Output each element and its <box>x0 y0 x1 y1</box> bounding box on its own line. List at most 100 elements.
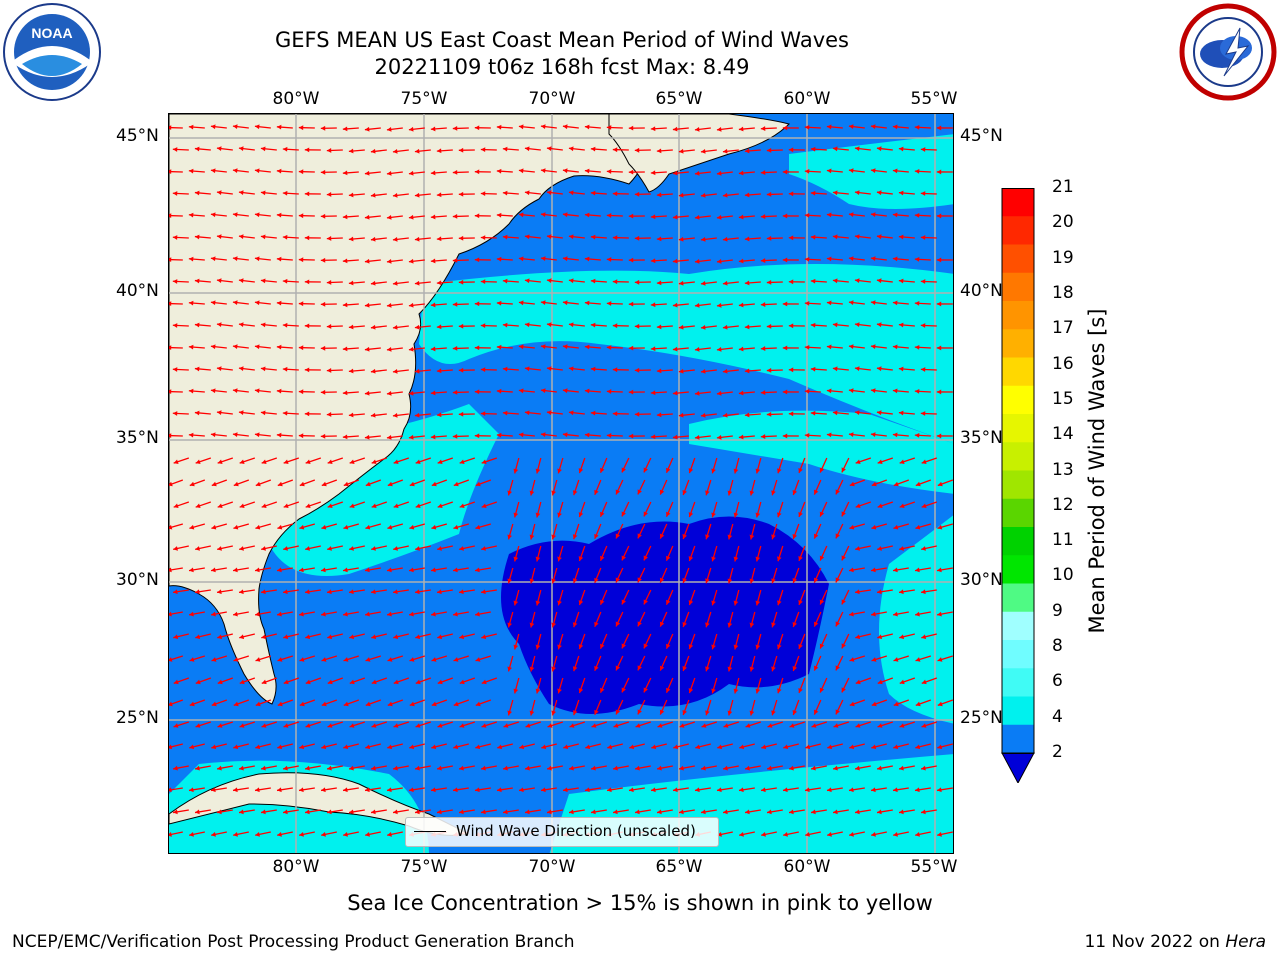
wind-arrow <box>276 124 293 130</box>
wind-arrow <box>496 124 513 130</box>
wind-arrow <box>393 677 410 685</box>
wind-arrow <box>304 235 321 241</box>
wind-arrow <box>320 567 337 573</box>
wind-arrow <box>788 147 805 153</box>
wind-arrow <box>535 545 542 562</box>
wind-arrow <box>217 633 233 640</box>
wind-arrow <box>760 434 777 439</box>
wind-arrow <box>629 743 645 750</box>
wind-arrow <box>217 721 234 728</box>
wind-arrow <box>524 366 541 372</box>
wind-arrow <box>540 300 557 305</box>
wind-arrow <box>798 677 806 694</box>
wind-arrow <box>327 545 343 551</box>
wind-arrow <box>694 787 711 793</box>
wind-arrow <box>672 434 689 440</box>
wind-arrow <box>590 190 607 196</box>
wind-arrow <box>590 146 607 152</box>
wind-arrow <box>408 346 425 352</box>
wind-arrow <box>519 743 535 750</box>
wind-arrow <box>364 170 381 176</box>
wind-arrow <box>276 168 293 174</box>
wind-arrow <box>688 589 696 606</box>
wind-arrow <box>744 412 761 418</box>
wind-arrow <box>305 545 321 551</box>
wind-arrow <box>590 234 607 240</box>
wind-arrow <box>849 655 866 662</box>
wind-arrow <box>255 655 272 662</box>
wind-arrow <box>628 433 645 439</box>
colorbar-tick-label: 20 <box>1052 212 1074 233</box>
wind-arrow <box>804 787 821 793</box>
wind-arrow <box>562 256 579 262</box>
wind-arrow <box>188 300 205 306</box>
wind-arrow <box>282 322 299 328</box>
wind-arrow <box>635 721 652 728</box>
wind-arrow <box>386 787 403 793</box>
colorbar-swatch <box>1002 329 1034 358</box>
wind-arrow <box>496 787 513 793</box>
wind-arrow <box>733 545 740 562</box>
wind-arrow <box>321 831 337 837</box>
colorbar-swatch <box>1002 640 1034 669</box>
wind-arrow <box>524 146 541 152</box>
wind-arrow <box>643 589 652 605</box>
colorbar-tick-label: 11 <box>1052 530 1074 551</box>
wind-arrow <box>584 212 601 218</box>
wind-arrow <box>594 699 602 716</box>
wind-arrow <box>348 192 365 198</box>
wind-arrow <box>216 809 233 815</box>
wind-arrow <box>877 721 894 728</box>
wind-arrow <box>920 323 937 328</box>
wind-arrow <box>393 633 409 640</box>
colorbar-svg <box>1001 188 1035 785</box>
wind-arrow <box>855 457 872 465</box>
wind-arrow <box>936 125 953 131</box>
wind-arrow <box>386 347 403 352</box>
colorbar-tick-label: 8 <box>1052 636 1063 657</box>
wind-arrow <box>393 457 410 465</box>
wind-arrow <box>518 787 535 793</box>
wind-arrow <box>458 147 475 153</box>
wind-arrow <box>688 457 696 474</box>
wind-arrow <box>744 280 761 286</box>
wind-arrow <box>562 388 579 394</box>
wind-arrow <box>711 501 718 518</box>
sea-ice-note: Sea Ice Concentration > 15% is shown in … <box>347 891 933 915</box>
wind-arrow <box>298 611 315 617</box>
lon-label: 80°W <box>272 89 320 109</box>
wind-arrow <box>348 589 365 595</box>
wind-arrow <box>914 212 931 218</box>
wind-arrow <box>320 611 337 617</box>
wind-arrow <box>612 765 629 771</box>
wind-arrow <box>659 655 668 671</box>
wind-arrow <box>496 300 513 306</box>
wind-arrow <box>854 278 871 283</box>
wind-arrow <box>364 434 381 440</box>
wind-arrow <box>452 125 469 131</box>
wind-arrow <box>513 545 520 562</box>
wind-arrow <box>826 300 843 306</box>
wind-arrow <box>870 256 887 262</box>
wind-arrow <box>628 301 645 307</box>
wind-arrow <box>475 743 491 750</box>
wind-arrow <box>326 192 343 197</box>
wind-arrow <box>546 322 563 327</box>
wind-arrow <box>716 302 733 308</box>
wind-arrow <box>833 721 850 728</box>
wind-arrow <box>342 434 359 440</box>
wind-arrow <box>792 567 800 584</box>
wind-arrow <box>348 765 365 771</box>
wind-arrow <box>326 148 343 153</box>
wind-arrow <box>819 633 828 649</box>
wind-arrow <box>217 457 234 465</box>
wind-arrow <box>524 410 541 416</box>
wind-arrow <box>854 322 871 327</box>
wind-arrow <box>920 809 937 815</box>
wind-arrow <box>276 300 293 306</box>
wind-arrow <box>628 389 645 395</box>
wind-arrow <box>813 699 822 715</box>
colorbar-tick-label: 13 <box>1052 459 1074 480</box>
wind-arrow <box>848 611 865 617</box>
wind-arrow <box>364 346 381 352</box>
